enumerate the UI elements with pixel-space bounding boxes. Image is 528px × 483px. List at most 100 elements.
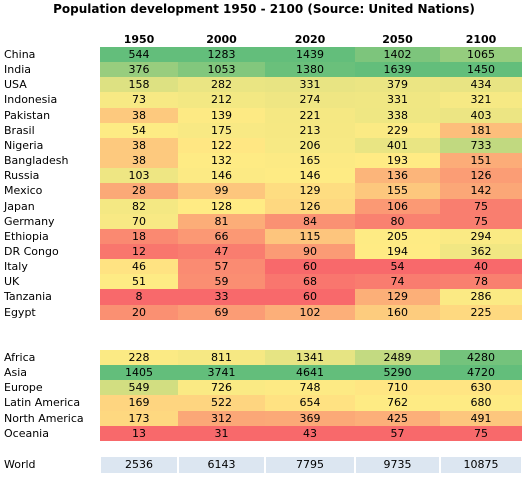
cell: 84	[265, 213, 355, 230]
cell: 69	[178, 304, 265, 320]
cell: 376	[100, 62, 178, 78]
cell: 1065	[440, 47, 522, 63]
cell: 362	[440, 243, 522, 260]
cell: 710	[355, 380, 440, 396]
cell: 82	[100, 198, 178, 214]
cell: 286	[440, 289, 522, 305]
cell: 321	[440, 92, 522, 108]
cell: 40	[440, 259, 522, 275]
cell: 33	[178, 289, 265, 305]
cell: 213	[265, 122, 355, 139]
cell: 193	[355, 153, 440, 169]
cell: 78	[440, 274, 522, 290]
row-label: Germany	[4, 214, 55, 228]
column-header: 2100	[465, 33, 497, 46]
row-label: Europe	[4, 381, 43, 395]
cell: 379	[355, 77, 440, 93]
cell: 369	[265, 410, 355, 427]
column-header: 2000	[206, 33, 237, 46]
cell: 6143	[179, 457, 264, 473]
cell: 75	[440, 425, 522, 442]
cell: 401	[355, 137, 440, 154]
cell: 206	[265, 137, 355, 154]
row-label: USA	[4, 78, 27, 92]
cell: 549	[100, 380, 178, 396]
cell: 59	[178, 274, 265, 290]
cell: 139	[178, 107, 265, 124]
cell: 128	[178, 198, 265, 214]
row-label: Bangladesh	[4, 154, 69, 168]
row-label: India	[4, 63, 31, 77]
cell: 132	[178, 153, 265, 169]
cell: 1639	[355, 62, 440, 78]
cell: 47	[178, 243, 265, 260]
cell: 46	[100, 259, 178, 275]
row-label: DR Congo	[4, 244, 59, 258]
cell: 81	[178, 213, 265, 230]
cell: 129	[355, 289, 440, 305]
cell: 13	[100, 425, 178, 442]
cell: 748	[265, 380, 355, 396]
row-label: Mexico	[4, 184, 43, 198]
cell: 1283	[178, 47, 265, 63]
cell: 5290	[355, 365, 440, 381]
cell: 126	[265, 198, 355, 214]
row-label: Tanzania	[4, 290, 52, 304]
cell: 38	[100, 137, 178, 154]
row-label: Oceania	[4, 426, 49, 440]
cell: 425	[355, 410, 440, 427]
cell: 522	[178, 395, 265, 411]
cell: 60	[265, 259, 355, 275]
cell: 221	[265, 107, 355, 124]
cell: 491	[440, 410, 522, 427]
cell: 106	[355, 198, 440, 214]
cell: 2489	[355, 350, 440, 366]
cell: 158	[100, 77, 178, 93]
cell: 90	[265, 243, 355, 260]
cell: 126	[440, 168, 522, 184]
cell: 68	[265, 274, 355, 290]
cell: 151	[440, 153, 522, 169]
cell: 75	[440, 213, 522, 230]
cell: 733	[440, 137, 522, 154]
cell: 54	[100, 122, 178, 139]
cell: 146	[178, 168, 265, 184]
row-label: Nigeria	[4, 138, 44, 152]
cell: 73	[100, 92, 178, 108]
cell: 169	[100, 395, 178, 411]
cell: 181	[440, 122, 522, 139]
row-label: Africa	[4, 351, 36, 364]
cell: 312	[178, 410, 265, 427]
cell: 1341	[265, 350, 355, 366]
cell: 18	[100, 228, 178, 245]
cell: 544	[100, 47, 178, 63]
cell: 10875	[441, 457, 521, 473]
row-label: Japan	[4, 199, 35, 213]
cell: 434	[440, 77, 522, 93]
cell: 7795	[266, 457, 354, 473]
cell: 70	[100, 213, 178, 230]
cell: 75	[440, 198, 522, 214]
cell: 99	[178, 183, 265, 199]
cell: 205	[355, 228, 440, 245]
cell: 74	[355, 274, 440, 290]
cell: 726	[178, 380, 265, 396]
cell: 57	[355, 425, 440, 442]
cell: 43	[265, 425, 355, 442]
cell: 338	[355, 107, 440, 124]
cell: 12	[100, 243, 178, 260]
title: Population development 1950 - 2100 (Sour…	[53, 2, 475, 16]
cell: 28	[100, 183, 178, 199]
cell: 142	[440, 183, 522, 199]
cell: 54	[355, 259, 440, 275]
row-label: Indonesia	[4, 93, 58, 107]
cell: 8	[100, 289, 178, 305]
row-label: Ethiopia	[4, 229, 49, 243]
row-label: Asia	[4, 366, 28, 380]
cell: 2536	[101, 457, 177, 473]
cell: 229	[355, 122, 440, 139]
cell: 57	[178, 259, 265, 275]
cell: 331	[265, 77, 355, 93]
cell: 680	[440, 395, 522, 411]
